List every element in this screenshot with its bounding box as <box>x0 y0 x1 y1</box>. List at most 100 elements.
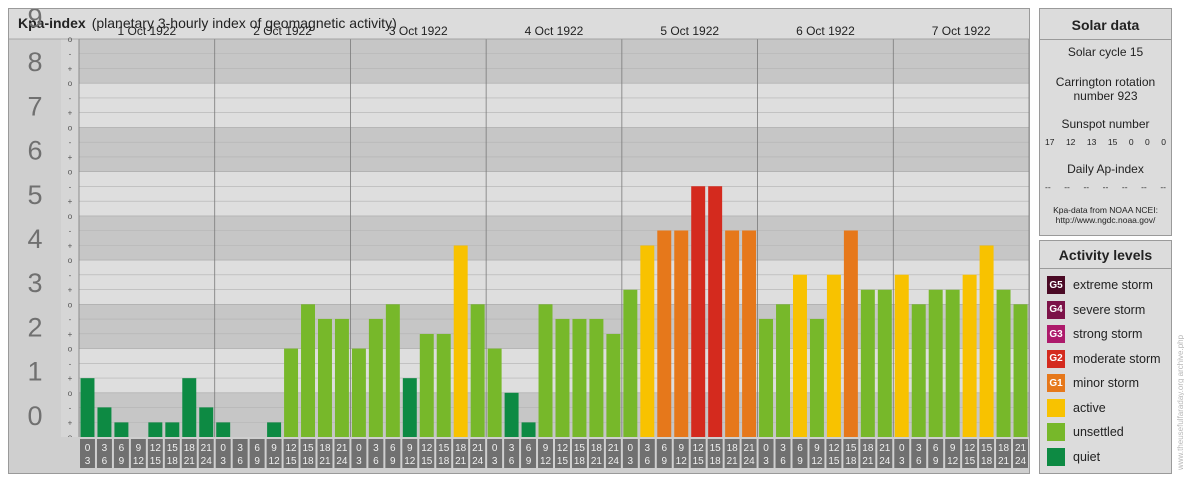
activity-level-strong-storm: G3 strong storm <box>1047 324 1142 344</box>
y-tick-label: 4 <box>27 224 42 254</box>
interval-start-label: 21 <box>744 443 756 454</box>
sub-tick-label: o <box>68 389 73 398</box>
band-8 <box>79 39 1029 84</box>
band-4 <box>79 215 1029 261</box>
y-axis-column <box>9 39 61 437</box>
interval-end-label: 24 <box>1015 456 1027 467</box>
sub-tick-column <box>61 39 79 437</box>
kp-bar <box>148 422 163 437</box>
day-label: 7 Oct 1922 <box>932 24 991 38</box>
kp-bar <box>284 348 299 437</box>
kp-bar <box>776 304 790 437</box>
interval-start-label: 15 <box>710 443 722 454</box>
interval-end-label: 3 <box>492 456 498 467</box>
level-swatch: G4 <box>1047 300 1065 319</box>
interval-start-label: 18 <box>862 443 874 454</box>
kp-bar <box>725 230 740 437</box>
interval-end-label: 18 <box>710 456 722 467</box>
interval-start-label: 3 <box>780 443 786 454</box>
level-swatch <box>1047 423 1065 441</box>
sunspot-label: Sunspot number <box>1061 117 1150 131</box>
ap-value: -- <box>1160 182 1166 192</box>
kp-bar <box>368 318 383 437</box>
activity-level-unsettled: unsettled <box>1047 422 1124 442</box>
sub-tick-label: o <box>68 123 73 132</box>
day-label: 6 Oct 1922 <box>796 24 855 38</box>
interval-cell <box>639 439 655 468</box>
y-tick-label: 0 <box>27 401 42 431</box>
sub-tick-label: + <box>68 109 73 118</box>
interval-end-label: 15 <box>421 456 433 467</box>
chart-title: Kpa-index (planetary 3-hourly index of ge… <box>18 15 397 31</box>
kp-bar <box>80 378 95 437</box>
kp-bar <box>894 274 909 437</box>
interval-end-label: 9 <box>661 456 667 467</box>
day-label: 3 Oct 1922 <box>389 24 448 38</box>
interval-cell <box>673 439 689 468</box>
chart-subtitle: (planetary 3-hourly index of geomagnetic… <box>91 15 397 31</box>
source-link[interactable]: http://www.ngdc.noaa.gov/ <box>1055 215 1156 225</box>
sunspot-value: 13 <box>1086 137 1097 147</box>
kp-bar <box>979 245 994 437</box>
activity-level-severe-storm: G4 severe storm <box>1047 300 1145 320</box>
interval-cell <box>979 439 995 468</box>
interval-end-label: 12 <box>947 456 959 467</box>
interval-start-label: 0 <box>85 443 91 454</box>
interval-end-label: 21 <box>727 456 739 467</box>
kp-bar <box>860 289 875 437</box>
interval-end-label: 9 <box>390 456 396 467</box>
activity-level-quiet: quiet <box>1047 447 1100 467</box>
interval-end-label: 3 <box>899 456 905 467</box>
interval-cell <box>470 439 486 468</box>
interval-start-label: 15 <box>574 443 586 454</box>
interval-end-label: 18 <box>845 456 857 467</box>
kp-bar <box>945 289 960 437</box>
interval-end-label: 6 <box>237 456 243 467</box>
interval-cell <box>80 439 95 468</box>
activity-levels-divider <box>1040 268 1171 269</box>
sub-tick-label: o <box>68 212 73 221</box>
kp-bar <box>877 289 892 437</box>
solar-data-title: Solar data <box>1071 17 1140 33</box>
interval-start-label: 3 <box>645 443 651 454</box>
interval-cell <box>147 439 163 468</box>
kp-bar <box>97 407 112 437</box>
y-tick-label: 5 <box>27 180 42 210</box>
y-tick-label: 6 <box>27 136 42 166</box>
sunspot-value: 17 <box>1045 137 1055 147</box>
interval-start-label: 0 <box>763 443 769 454</box>
activity-levels-title: Activity levels <box>1058 247 1153 263</box>
kp-bar <box>708 186 723 437</box>
kp-bar <box>470 304 485 437</box>
interval-cell <box>453 439 469 468</box>
interval-start-label: 9 <box>814 443 820 454</box>
day-label: 1 Oct 1922 <box>117 24 176 38</box>
kp-bar <box>504 392 519 437</box>
band-5 <box>79 171 1029 216</box>
interval-start-label: 6 <box>254 443 260 454</box>
interval-start-label: 3 <box>916 443 922 454</box>
interval-cell <box>232 439 248 468</box>
ap-value: -- <box>1102 182 1109 192</box>
interval-end-label: 6 <box>645 456 651 467</box>
kp-bar <box>301 304 315 437</box>
interval-cell <box>402 439 418 468</box>
interval-start-label: 21 <box>336 443 348 454</box>
level-swatch <box>1047 447 1065 466</box>
interval-start-label: 18 <box>998 443 1010 454</box>
interval-start-label: 3 <box>509 443 515 454</box>
interval-cell <box>266 439 282 468</box>
interval-start-label: 18 <box>727 443 739 454</box>
solar-data-panel: Solar data Solar cycle 15 Carrington rot… <box>1039 8 1172 236</box>
carrington-line1: Carrington rotation <box>1055 75 1156 89</box>
interval-start-label: 18 <box>455 443 467 454</box>
interval-start-label: 21 <box>608 443 620 454</box>
sub-tick-label: - <box>69 315 72 324</box>
sub-tick-label: - <box>69 94 72 103</box>
band-6 <box>79 127 1029 172</box>
ap-index-label: Daily Ap-index <box>1067 162 1144 176</box>
interval-start-label: 21 <box>1015 443 1027 454</box>
kp-bar <box>793 274 807 437</box>
interval-end-label: 21 <box>998 456 1010 467</box>
kp-bar <box>996 289 1011 437</box>
